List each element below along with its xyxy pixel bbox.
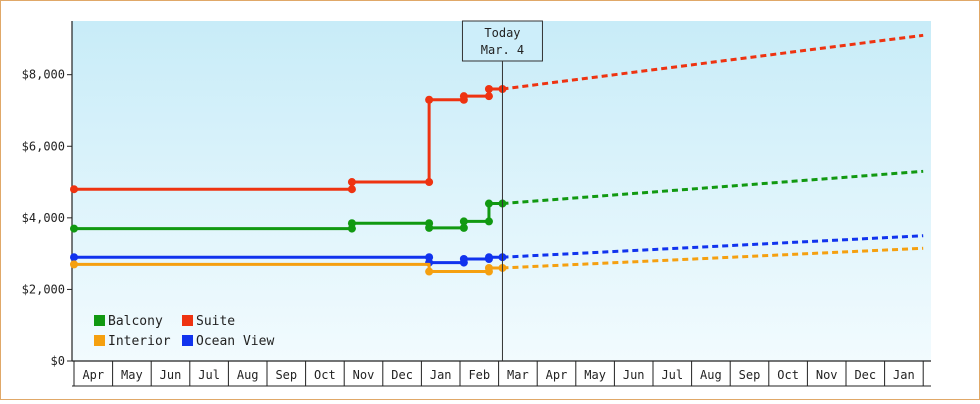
data-point [484,263,493,272]
legend-label: Interior [108,334,171,349]
x-tick-label: Oct [314,368,336,382]
data-point [459,92,468,101]
legend-item: Suite [182,314,235,329]
data-point [425,95,434,104]
y-tick-label: $0 [51,354,65,368]
x-tick-label: Oct [777,368,799,382]
data-point [425,267,434,276]
x-tick-label: Apr [82,368,104,382]
x-tick-label: Jun [160,368,182,382]
legend-label: Ocean View [196,334,274,349]
data-point [484,199,493,208]
series-forecast-line [502,234,924,259]
data-point [484,217,493,226]
legend-swatch [94,335,105,346]
data-point [70,260,78,269]
x-tick-label: Dec [854,368,876,382]
y-axis: $0 $2,000 $4,000 $6,000 $8,000 [22,21,73,368]
today-label: Today [484,26,520,40]
legend-item: Balcony [94,314,163,329]
x-tick-label: Nov [353,368,375,382]
x-tick-label: May [584,368,606,382]
today-box [461,20,543,62]
data-point [425,178,434,187]
y-tick-label: $6,000 [22,139,65,153]
data-point [347,185,356,194]
data-point [459,223,468,232]
data-point [347,178,356,187]
data-point [459,255,468,263]
today-date: Mar. 4 [481,43,524,57]
data-point [425,223,434,232]
series-suite [70,33,924,194]
x-tick-label: Sep [739,368,761,382]
data-point [70,253,78,262]
x-tick-label: Jun [623,368,645,382]
legend-swatch [94,315,105,326]
data-point [459,217,468,226]
plot-area [72,21,931,361]
x-axis: Apr May Jun Jul Aug Sep Oct Nov Dec Jan Feb Mar Apr M… [72,360,931,387]
x-tick-label: Aug [237,368,259,382]
y-tick-label: $2,000 [22,282,65,296]
data-point [484,253,493,262]
legend: Balcony Suite Interior Ocean View [94,314,274,349]
x-tick-label: Aug [700,368,722,382]
series-forecast-line [502,33,924,91]
x-tick-label: Jul [198,368,220,382]
data-point [70,224,78,233]
series-balcony [70,169,924,233]
legend-swatch [182,315,193,326]
x-tick-label: Sep [275,368,297,382]
x-tick-label: Feb [468,368,490,382]
data-point [484,92,493,101]
series-layer [70,33,924,276]
data-point [347,219,356,228]
legend-label: Balcony [108,314,163,329]
x-tick-label: Apr [546,368,568,382]
series-forecast-line [502,246,924,270]
y-tick-label: $8,000 [22,68,65,82]
legend-item: Ocean View [182,334,274,349]
x-tick-label: Nov [816,368,838,382]
x-tick-label: Dec [391,368,413,382]
x-tick-label: Jan [893,368,915,382]
series-ocean-view [70,234,924,267]
legend-swatch [182,335,193,346]
legend-item: Interior [94,334,171,349]
series-forecast-line [502,169,924,206]
x-tick-label: Jul [661,368,683,382]
data-point [70,185,78,194]
y-tick-label: $4,000 [22,211,65,225]
data-point [484,85,493,93]
x-tick-label: Mar [507,368,529,382]
today-marker: Today Mar. 4 [461,20,543,361]
x-tick-label: May [121,368,143,382]
x-tick-label: Jan [430,368,452,382]
series-interior [70,246,924,276]
legend-label: Suite [196,314,235,329]
